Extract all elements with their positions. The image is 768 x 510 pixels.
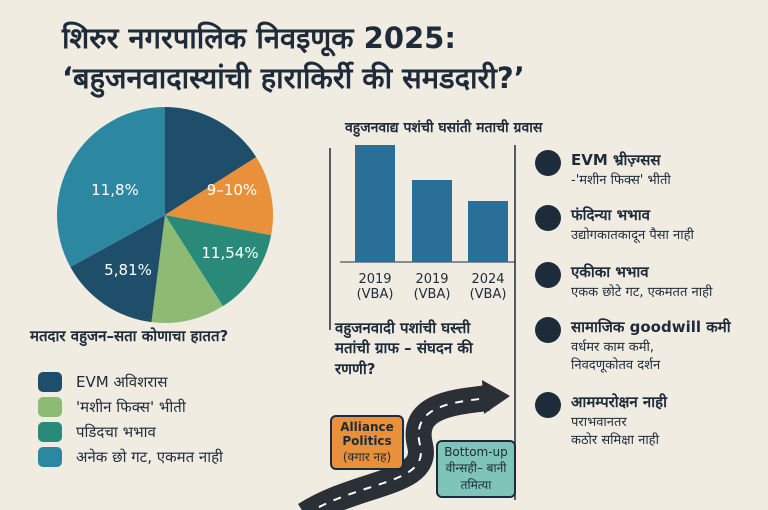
item-line: वर्धमर काम कमी, <box>571 340 654 355</box>
item-text: एकीका भभाव एकक छोटे गट, एकमतत नाही <box>571 262 712 300</box>
item-icon <box>535 262 561 288</box>
list-item: सामाजिक goodwill कमी वर्धमर काम कमी, निवदण… <box>535 317 760 373</box>
title: शिरुर नगरपालिक निवइणूक 2025: <box>62 21 456 55</box>
item-line: उद्योगकातकादून पैसा नाही <box>571 228 694 243</box>
pie-slice <box>165 107 257 215</box>
legend-swatch <box>38 422 62 442</box>
legend-swatch <box>38 397 62 417</box>
list-item: फंदिन्या भभाव उद्योगकातकादून पैसा नाही <box>535 205 760 243</box>
legend-label: 'मशीन फिक्स' भीती <box>76 398 186 416</box>
arrow <box>482 380 510 414</box>
pie-label: 5,81% <box>104 261 152 279</box>
legend-label: अनेक छो गट, एकमत नाही <box>76 448 223 466</box>
item-text: EVM भ्रीज़्ग्सस -'मशीन फिक्स' भीती <box>571 150 671 188</box>
item-icon <box>535 205 561 231</box>
pie-slice <box>165 215 272 307</box>
box-title: Alliance Politics <box>340 420 394 448</box>
question: वहुजनवादी पशांची घस्त्ती मतांची ग्राफ – … <box>335 319 473 378</box>
pie-label: 11,54% <box>201 244 258 262</box>
bar <box>355 145 395 262</box>
list-item: EVM भ्रीज़्ग्सस -'मशीन फिक्स' भीती <box>535 150 760 188</box>
item-line: -'मशीन फिक्स' भीती <box>571 173 671 188</box>
item-title: EVM भ्रीज़्ग्सस <box>571 151 661 169</box>
item-title: सामाजिक goodwill कमी <box>571 318 731 336</box>
pie-slice <box>70 215 165 323</box>
pie: 11,8% 9–10% 11,54% 5,81% <box>57 107 273 323</box>
pie-label: 11,8% <box>91 181 139 199</box>
item-line: कठोर समिक्षा नाही <box>571 433 659 448</box>
item-icon <box>535 392 561 418</box>
legend-item: EVM अविशरास <box>38 372 168 392</box>
item-icon <box>535 317 561 343</box>
item-title: एकीका भभाव <box>571 263 649 281</box>
box-title: Bottom-up <box>444 445 508 459</box>
bar <box>468 200 508 262</box>
road-line <box>311 397 489 510</box>
bar <box>412 180 452 262</box>
pie-label: 9–10% <box>207 181 257 199</box>
pie-slice <box>151 215 223 323</box>
x-tick-label: 2024 (VBA) <box>469 272 507 302</box>
legend-swatch <box>38 372 62 392</box>
legend-item: पडिदचा भभाव <box>38 422 156 442</box>
item-text: फंदिन्या भभाव उद्योगकातकादून पैसा नाही <box>571 205 694 243</box>
item-line: एकक छोटे गट, एकमतत नाही <box>571 285 713 300</box>
legend-item: 'मशीन फिक्स' भीती <box>38 397 186 417</box>
item-title: आमम्परोक्षन नाही <box>571 393 667 411</box>
legend-label: EVM अविशरास <box>76 373 168 391</box>
x-tick-label: 2019 (VBA) <box>356 272 394 302</box>
pie-slice <box>165 157 273 236</box>
box: Bottom-up वीन्सही– बानी तमित्या <box>436 440 516 498</box>
item-line: पराभवानतर <box>571 415 627 430</box>
legend-label: पडिदचा भभाव <box>76 423 156 441</box>
item-text: आमम्परोक्षन नाही पराभवानतर कठोर समिक्षा ना… <box>571 392 667 448</box>
item-title: फंदिन्या भभाव <box>571 206 650 224</box>
title: ‘बहुजनवादास्यांची हाराकिर्री की समडदारी?… <box>62 61 525 95</box>
list-item: एकीका भभाव एकक छोटे गट, एकमतत नाही <box>535 262 760 300</box>
legend-swatch <box>38 447 62 467</box>
box: Alliance Politics (क्गार नह) <box>330 415 404 470</box>
box-sub: (क्गार नह) <box>342 450 392 464</box>
item-text: सामाजिक goodwill कमी वर्धमर काम कमी, निवदण… <box>571 317 731 373</box>
item-line: निवदणूकोतव दर्शन <box>571 358 661 373</box>
item-icon <box>535 150 561 176</box>
pie-slice <box>57 107 166 268</box>
pie-caption: मतदार वहुजन–सता कोणाचा हातत? <box>30 327 229 345</box>
bar-title: वहुजनवाद्य पशंची घसांती मताची ग्रवास <box>345 120 543 136</box>
x-tick-label: 2019 (VBA) <box>413 272 451 302</box>
list-item: आमम्परोक्षन नाही पराभवानतर कठोर समिक्षा ना… <box>535 392 760 448</box>
box-sub: वीन्सही– बानी तमित्या <box>445 461 507 492</box>
legend-item: अनेक छो गट, एकमत नाही <box>38 447 223 467</box>
